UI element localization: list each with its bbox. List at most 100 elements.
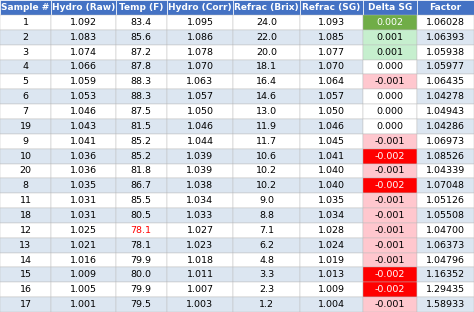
Text: 88.3: 88.3: [131, 92, 152, 101]
Bar: [417, 104, 474, 119]
Bar: [233, 119, 300, 134]
Text: 4.8: 4.8: [259, 256, 274, 265]
Text: 1.011: 1.011: [186, 271, 213, 279]
Bar: [0, 74, 51, 89]
Bar: [300, 282, 363, 297]
Bar: [363, 267, 417, 282]
Text: 10.6: 10.6: [256, 152, 277, 161]
Bar: [167, 163, 233, 178]
Bar: [167, 30, 233, 45]
Text: 1.04796: 1.04796: [426, 256, 465, 265]
Text: 10.2: 10.2: [256, 181, 277, 190]
Text: 6.2: 6.2: [259, 241, 274, 250]
Text: Factor: Factor: [429, 3, 461, 12]
Bar: [363, 149, 417, 163]
Bar: [300, 15, 363, 30]
Bar: [417, 223, 474, 238]
Text: -0.002: -0.002: [374, 152, 405, 161]
Bar: [167, 253, 233, 267]
Text: -0.002: -0.002: [374, 285, 405, 294]
Bar: [300, 253, 363, 267]
Text: 1.085: 1.085: [318, 33, 345, 42]
Bar: [363, 238, 417, 253]
Text: -0.001: -0.001: [374, 300, 405, 309]
Text: 79.9: 79.9: [131, 285, 152, 294]
Bar: [363, 119, 417, 134]
Bar: [51, 89, 116, 104]
Text: 1.050: 1.050: [186, 107, 213, 116]
Text: 1.040: 1.040: [318, 181, 345, 190]
Bar: [0, 238, 51, 253]
Text: 1.024: 1.024: [318, 241, 345, 250]
Bar: [363, 89, 417, 104]
Text: 1.06393: 1.06393: [426, 33, 465, 42]
Text: 1.05126: 1.05126: [426, 196, 465, 205]
Bar: [167, 297, 233, 312]
Bar: [233, 30, 300, 45]
Bar: [363, 60, 417, 74]
Bar: [233, 89, 300, 104]
Text: 1.05977: 1.05977: [426, 62, 465, 71]
Bar: [363, 74, 417, 89]
Text: 1.050: 1.050: [318, 107, 345, 116]
Text: 22.0: 22.0: [256, 33, 277, 42]
Bar: [300, 60, 363, 74]
Text: 19: 19: [19, 122, 31, 131]
Text: 1.066: 1.066: [70, 62, 97, 71]
Bar: [233, 163, 300, 178]
Text: 1.021: 1.021: [70, 241, 97, 250]
Bar: [363, 30, 417, 45]
Text: Hydro (Corr): Hydro (Corr): [168, 3, 232, 12]
Text: 1.06435: 1.06435: [426, 77, 465, 86]
Bar: [116, 149, 167, 163]
Bar: [417, 134, 474, 149]
Bar: [0, 208, 51, 223]
Bar: [0, 104, 51, 119]
Bar: [51, 297, 116, 312]
Text: 79.9: 79.9: [131, 256, 152, 265]
Text: 1.092: 1.092: [70, 18, 97, 27]
Text: 83.4: 83.4: [131, 18, 152, 27]
Bar: [363, 208, 417, 223]
Bar: [417, 208, 474, 223]
Bar: [0, 89, 51, 104]
Bar: [167, 238, 233, 253]
Text: 1.053: 1.053: [70, 92, 97, 101]
Text: 1.041: 1.041: [318, 152, 345, 161]
Text: 11.9: 11.9: [256, 122, 277, 131]
Text: 1.035: 1.035: [318, 196, 345, 205]
Bar: [0, 0, 51, 15]
Text: 87.2: 87.2: [131, 48, 152, 56]
Text: 1.041: 1.041: [70, 137, 97, 146]
Text: 1.034: 1.034: [318, 211, 345, 220]
Text: 1.046: 1.046: [318, 122, 345, 131]
Text: 1.004: 1.004: [318, 300, 345, 309]
Bar: [0, 60, 51, 74]
Text: 16: 16: [19, 285, 31, 294]
Text: 87.8: 87.8: [131, 62, 152, 71]
Text: 8.8: 8.8: [259, 211, 274, 220]
Text: 1.059: 1.059: [70, 77, 97, 86]
Bar: [51, 0, 116, 15]
Text: 88.3: 88.3: [131, 77, 152, 86]
Bar: [116, 104, 167, 119]
Text: 1: 1: [22, 18, 28, 27]
Text: -0.001: -0.001: [374, 137, 405, 146]
Bar: [363, 193, 417, 208]
Bar: [233, 193, 300, 208]
Bar: [417, 253, 474, 267]
Text: 1.063: 1.063: [186, 77, 213, 86]
Text: -0.001: -0.001: [374, 226, 405, 235]
Text: 1.018: 1.018: [186, 256, 213, 265]
Text: Sample #: Sample #: [1, 3, 50, 12]
Bar: [116, 223, 167, 238]
Bar: [0, 267, 51, 282]
Text: 1.04943: 1.04943: [426, 107, 465, 116]
Bar: [363, 45, 417, 60]
Text: 1.033: 1.033: [186, 211, 214, 220]
Bar: [51, 119, 116, 134]
Bar: [116, 74, 167, 89]
Text: -0.001: -0.001: [374, 241, 405, 250]
Bar: [167, 89, 233, 104]
Text: 6: 6: [22, 92, 28, 101]
